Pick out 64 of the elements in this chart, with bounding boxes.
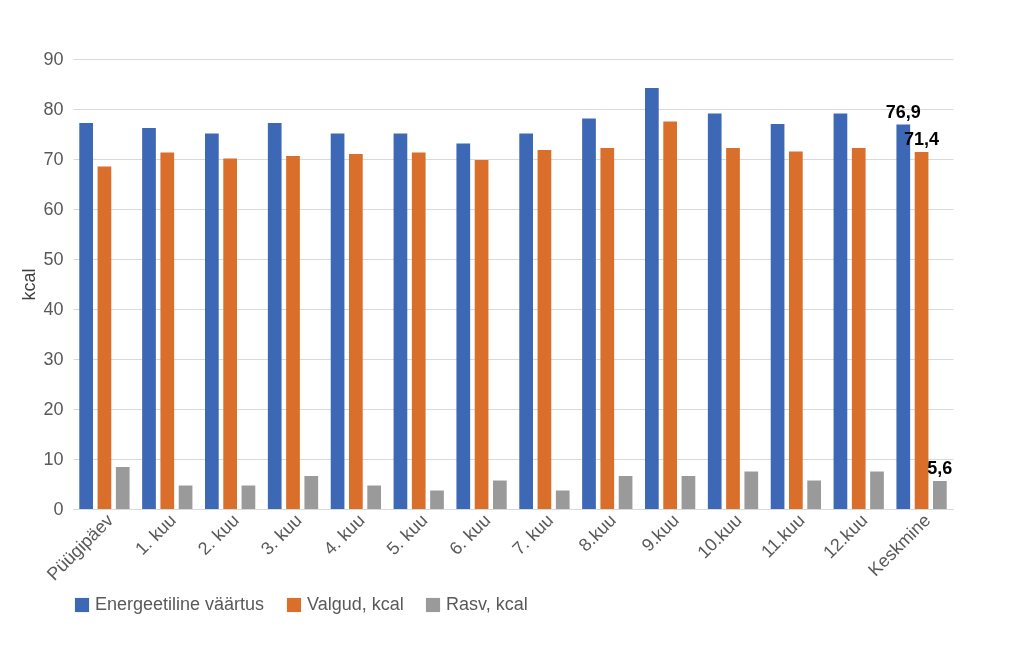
bar	[79, 123, 93, 509]
x-tick-label: 6. kuu	[445, 510, 495, 559]
bar	[142, 128, 156, 509]
bar	[681, 476, 696, 509]
bar	[807, 480, 821, 509]
y-tick-label: 10	[43, 448, 64, 469]
bar	[493, 480, 507, 509]
bar	[519, 133, 533, 509]
bar	[914, 152, 929, 509]
bar	[618, 476, 633, 509]
legend-label: Energeetiline väärtus	[95, 594, 265, 614]
bar	[411, 152, 426, 509]
bar	[115, 467, 130, 509]
x-tick-label: 4. kuu	[319, 510, 369, 559]
bar	[97, 166, 112, 509]
bar	[870, 471, 884, 509]
bar	[223, 158, 237, 509]
y-axis-title: kcal	[19, 268, 40, 301]
x-tick-label: 3. kuu	[256, 510, 306, 559]
x-tick-label: 7. kuu	[508, 510, 558, 559]
bar	[304, 476, 319, 509]
bar	[160, 152, 175, 509]
data-label: 76,9	[885, 101, 921, 122]
legend-label: Rasv, kcal	[446, 594, 528, 614]
bar	[367, 485, 381, 509]
bar	[770, 124, 785, 509]
bar	[456, 143, 471, 509]
y-tick-label: 40	[43, 298, 64, 319]
bar	[663, 121, 677, 509]
y-tick-label: 30	[43, 348, 64, 369]
y-tick-label: 0	[53, 498, 64, 519]
y-tick-label: 80	[43, 98, 64, 119]
data-label: 5,6	[927, 458, 953, 478]
bar	[205, 133, 219, 509]
y-tick-label: 90	[43, 48, 64, 69]
bar	[241, 485, 256, 509]
bar	[600, 148, 615, 509]
bar	[430, 490, 444, 509]
bar	[744, 471, 759, 509]
bar	[267, 123, 282, 509]
bar	[707, 113, 722, 509]
bar	[933, 481, 947, 509]
bar	[582, 118, 596, 509]
bar	[789, 151, 803, 509]
bar	[330, 133, 345, 509]
bar	[393, 133, 408, 509]
x-tick-label: 5. kuu	[382, 510, 432, 559]
bar	[851, 148, 866, 509]
legend-label: Valgud, kcal	[307, 594, 404, 614]
bar	[645, 88, 659, 509]
bar	[178, 485, 193, 509]
y-tick-label: 60	[43, 198, 64, 219]
bar	[537, 150, 552, 509]
bar	[555, 490, 570, 509]
y-tick-label: 70	[43, 148, 64, 169]
x-tick-label: 1. kuu	[131, 510, 181, 559]
bar	[286, 156, 300, 509]
bar	[349, 154, 363, 509]
bar	[726, 148, 740, 509]
bar	[474, 160, 489, 509]
x-tick-label: 2. kuu	[194, 510, 243, 559]
y-tick-label: 50	[43, 248, 64, 269]
y-tick-label: 20	[43, 398, 64, 419]
bar	[833, 113, 848, 509]
